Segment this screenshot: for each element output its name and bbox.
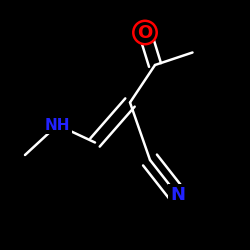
Text: O: O <box>138 24 152 42</box>
Text: NH: NH <box>45 118 70 132</box>
Text: N: N <box>170 186 185 204</box>
